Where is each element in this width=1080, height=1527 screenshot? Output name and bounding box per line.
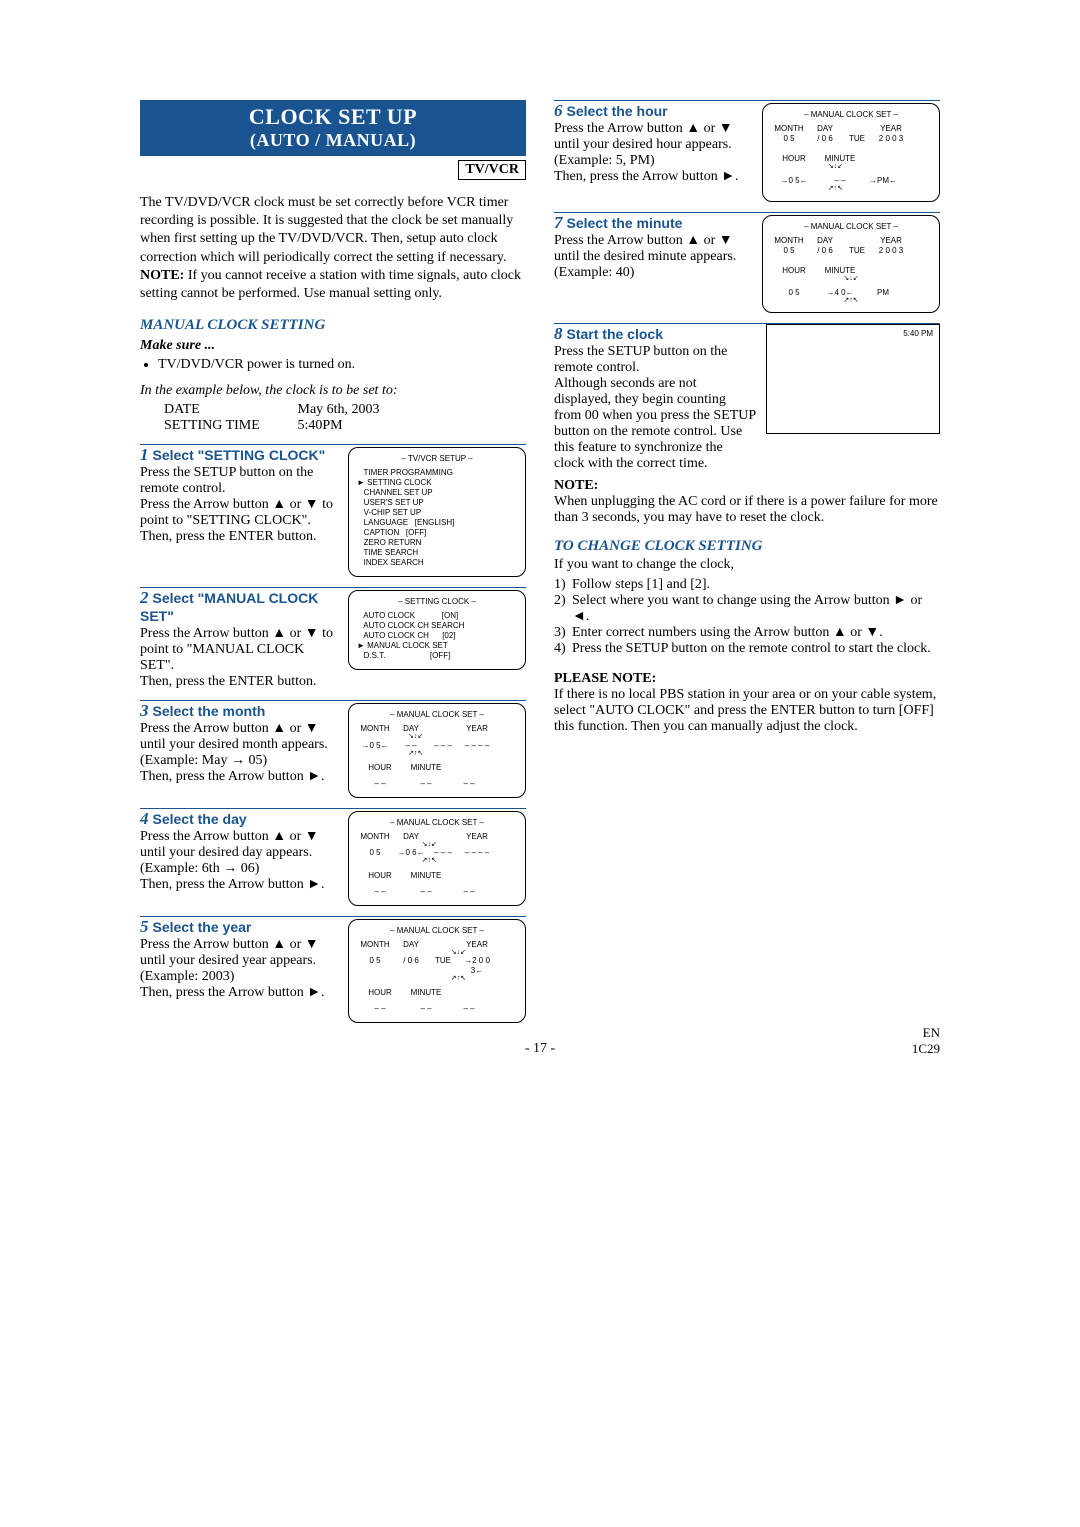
change-intro: If you want to change the clock, [554,557,940,573]
makesure-item: TV/DVD/VCR power is turned on. [158,356,526,374]
osd-mcs-step5: – MANUAL CLOCK SET – MONTHDAYYEAR ↘↓↙ 0 … [348,919,526,1024]
page-subtitle: (AUTO / MANUAL) [148,130,518,152]
change-clock-heading: TO CHANGE CLOCK SETTING [554,538,940,555]
tvvcr-badge: TV/VCR [458,160,526,180]
step-7: 7Select the minute Press the Arrow butto… [554,213,940,314]
please-note: PLEASE NOTE: If there is no local PBS st… [554,671,940,735]
makesure-list: TV/DVD/VCR power is turned on. [158,356,526,374]
page-number: - 17 - [140,1041,940,1057]
step-6: 6Select the hour Press the Arrow button … [554,101,940,202]
change-steps-list: 1)Follow steps [1] and [2]. 2)Select whe… [554,577,940,657]
step-3: 3Select the month Press the Arrow button… [140,701,526,798]
osd-mcs-step7: – MANUAL CLOCK SET – MONTHDAYYEAR 0 5/ 0… [762,215,940,314]
step-8: 8Start the clock Press the SETUP button … [554,324,940,472]
step-1: 1Select "SETTING CLOCK" Press the SETUP … [140,445,526,577]
left-column: CLOCK SET UP (AUTO / MANUAL) TV/VCR The … [140,100,526,1023]
example-time-row: SETTING TIME 5:40PM [164,418,526,434]
step-4: 4Select the day Press the Arrow button ▲… [140,809,526,906]
intro-text: The TV/DVD/VCR clock must be set correct… [140,194,526,303]
osd-setting-clock-menu: – SETTING CLOCK – AUTO CLOCK [ON] AUTO C… [348,590,526,670]
osd-mcs-step3: – MANUAL CLOCK SET – MONTHDAYYEAR ↘↓↙ →0… [348,703,526,798]
step-5: 5Select the year Press the Arrow button … [140,917,526,1024]
manual-clock-heading: MANUAL CLOCK SETTING [140,317,526,334]
page-title: CLOCK SET UP [148,104,518,130]
step8-note: NOTE: When unplugging the AC cord or if … [554,478,940,526]
makesure-label: Make sure ... [140,338,526,354]
footer-code: EN 1C29 [912,1025,940,1057]
page-title-bar: CLOCK SET UP (AUTO / MANUAL) [140,100,526,156]
osd-mcs-step6: – MANUAL CLOCK SET – MONTHDAYYEAR 0 5/ 0… [762,103,940,202]
osd-setup-menu: – TV/VCR SETUP – TIMER PROGRAMMING SETTI… [348,447,526,577]
right-column: 6Select the hour Press the Arrow button … [554,100,940,1023]
example-date-row: DATE May 6th, 2003 [164,402,526,418]
example-intro: In the example below, the clock is to be… [140,383,398,398]
step-2: 2Select "MANUAL CLOCK SET" Press the Arr… [140,588,526,690]
osd-final-time: 5:40 PM [766,324,940,434]
osd-mcs-step4: – MANUAL CLOCK SET – MONTHDAYYEAR ↘↓↙ 0 … [348,811,526,906]
